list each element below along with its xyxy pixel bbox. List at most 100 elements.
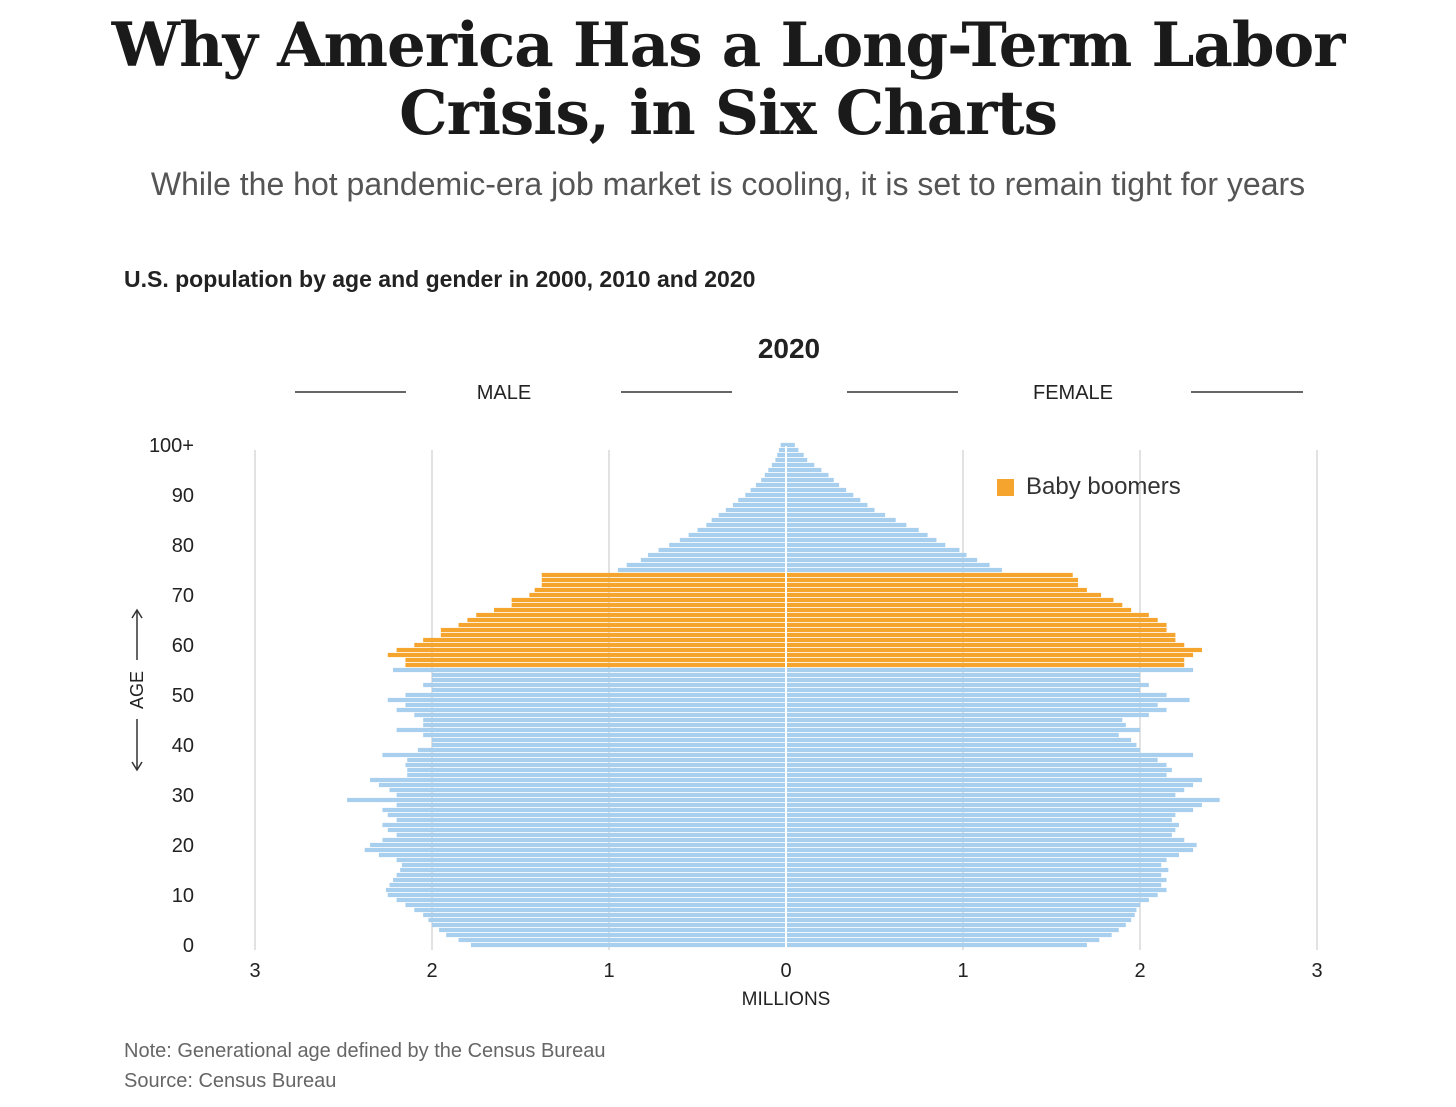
bar-female — [786, 927, 1119, 933]
bar-female — [786, 912, 1135, 918]
bar-male — [370, 777, 786, 783]
bar-female — [786, 737, 1132, 743]
bar-female — [786, 937, 1100, 943]
bar-male — [396, 832, 786, 838]
bar-female — [786, 487, 847, 493]
bar-male — [725, 507, 786, 513]
bar-male — [423, 637, 786, 643]
bar-female — [786, 617, 1158, 623]
y-axis-label-group: AGE — [127, 608, 147, 772]
bar-female — [786, 507, 875, 513]
bar-male — [541, 582, 786, 588]
bar-female — [786, 722, 1126, 728]
bar-male — [387, 697, 786, 703]
bar-male — [428, 917, 786, 923]
bar-female — [786, 557, 978, 563]
bar-female — [786, 587, 1087, 593]
bar-male — [382, 822, 786, 828]
x-tick-label: 3 — [1311, 960, 1322, 982]
bar-male — [364, 847, 786, 853]
bar-female — [786, 732, 1119, 738]
bar-female — [786, 877, 1167, 883]
bar-male — [732, 502, 786, 508]
bar-female — [786, 752, 1194, 758]
bar-female — [786, 452, 804, 458]
dek: While the hot pandemic-era job market is… — [150, 166, 1306, 202]
bar-male — [761, 477, 786, 483]
bar-female — [786, 562, 990, 568]
bar-male — [778, 447, 786, 453]
bar-female — [786, 592, 1102, 598]
bar-male — [541, 572, 786, 578]
bar-female — [786, 892, 1158, 898]
bar-male — [389, 787, 786, 793]
bar-male — [385, 887, 786, 893]
bar-male — [378, 852, 786, 858]
bar-male — [511, 597, 786, 603]
bar-female — [786, 457, 808, 463]
bar-male — [423, 912, 786, 918]
y-tick-label: 10 — [172, 885, 194, 907]
bar-male — [382, 807, 786, 813]
bar-female — [786, 842, 1197, 848]
bar-male — [370, 842, 786, 848]
bar-male — [534, 587, 786, 593]
female-label: FEMALE — [1033, 382, 1113, 404]
bar-male — [405, 692, 786, 698]
bar-female — [786, 852, 1179, 858]
bar-female — [786, 552, 967, 558]
bar-female — [786, 512, 886, 518]
bar-male — [755, 482, 786, 488]
bar-female — [786, 922, 1126, 928]
bar-female — [786, 822, 1179, 828]
bar-male — [387, 892, 786, 898]
y-tick-label: 20 — [172, 835, 194, 857]
bar-male — [414, 712, 786, 718]
bar-female — [786, 777, 1202, 783]
bar-female — [786, 657, 1185, 663]
bar-female — [786, 792, 1176, 798]
note-text: Note: Generational age defined by the Ce… — [124, 1040, 606, 1062]
bar-male — [432, 742, 786, 748]
bar-male — [658, 547, 786, 553]
bar-male — [432, 737, 786, 743]
x-tick-label: 2 — [1134, 960, 1145, 982]
bar-female — [786, 547, 960, 553]
source-text: Source: Census Bureau — [124, 1070, 337, 1092]
x-tick-label: 0 — [780, 960, 791, 982]
x-tick-labels: 3 2 1 0 1 2 3 — [249, 960, 1322, 982]
y-tick-label: 70 — [172, 585, 194, 607]
bar-female — [786, 652, 1194, 658]
y-tick-label: 90 — [172, 485, 194, 507]
bar-female — [786, 527, 919, 533]
bar-male — [382, 752, 786, 758]
bar-male — [745, 492, 786, 498]
bar-female — [786, 672, 1140, 678]
y-tick-label: 50 — [172, 685, 194, 707]
bar-female — [786, 932, 1112, 938]
bar-female — [786, 667, 1194, 673]
bar-female — [786, 887, 1167, 893]
bar-male — [347, 797, 786, 803]
bar-female — [786, 597, 1114, 603]
bar-male — [511, 602, 786, 608]
x-tick-label: 1 — [603, 960, 614, 982]
bar-male — [647, 552, 786, 558]
up-arrowhead-icon — [131, 608, 143, 619]
bar-female — [786, 712, 1149, 718]
bar-female — [786, 812, 1176, 818]
bar-male — [378, 782, 786, 788]
bar-female — [786, 827, 1176, 833]
bar-female — [786, 522, 907, 528]
bar-female — [786, 857, 1167, 863]
bar-female — [786, 647, 1202, 653]
bar-male — [432, 677, 786, 683]
bar-male — [396, 792, 786, 798]
male-label: MALE — [477, 382, 531, 404]
bar-male — [405, 702, 786, 708]
bar-male — [711, 517, 786, 523]
bar-male — [771, 462, 786, 468]
chart-notes: Note: Generational age defined by the Ce… — [124, 1036, 605, 1096]
bar-male — [414, 642, 786, 648]
bar-male — [414, 907, 786, 913]
